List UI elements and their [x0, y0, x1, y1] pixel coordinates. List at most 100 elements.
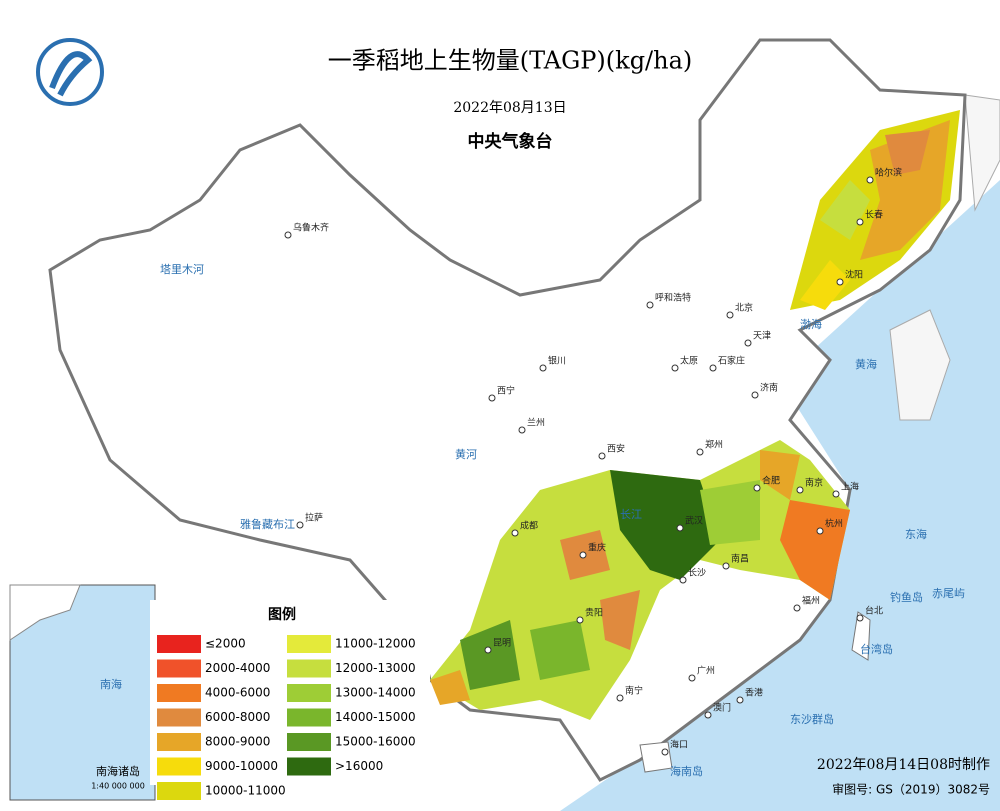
map-label: 渤海	[800, 317, 822, 331]
city-marker	[816, 527, 824, 535]
city-label: 武汉	[685, 515, 703, 527]
legend-label: 11000-12000	[335, 637, 416, 651]
legend-swatch	[287, 684, 331, 702]
legend-swatch	[287, 635, 331, 653]
city-marker	[856, 218, 864, 226]
map-label: 黄河	[455, 447, 477, 461]
city-label: 昆明	[493, 638, 511, 649]
city-label: 呼和浩特	[655, 292, 691, 304]
map-label: 雅鲁藏布江	[240, 517, 295, 531]
city-marker	[866, 176, 874, 184]
city-label: 太原	[680, 355, 698, 367]
city-marker	[484, 646, 492, 654]
city-marker	[793, 604, 801, 612]
city-marker	[488, 394, 496, 402]
map-label: 黄海	[855, 357, 877, 371]
map-label: 东沙群岛	[790, 712, 834, 726]
city-marker	[679, 576, 687, 584]
city-label: 沈阳	[845, 269, 863, 281]
legend-swatch	[287, 659, 331, 678]
city-marker	[671, 364, 679, 372]
city-label: 哈尔滨	[875, 167, 902, 179]
map-label: 赤尾屿	[932, 587, 965, 600]
city-marker	[646, 301, 654, 309]
legend-label: 4000-6000	[205, 686, 270, 700]
legend-swatch	[157, 782, 201, 800]
city-label: 贵阳	[585, 607, 603, 619]
city-marker	[616, 694, 624, 702]
city-label: 天津	[753, 331, 771, 342]
legend-label: 2000-4000	[205, 661, 270, 675]
legend-title: 图例	[268, 606, 296, 623]
city-label: 重庆	[588, 542, 606, 554]
city-label: 上海	[841, 481, 859, 493]
city-label: 香港	[745, 687, 763, 699]
legend-swatch	[287, 708, 331, 727]
city-label: 南宁	[625, 685, 643, 697]
city-label: 西安	[607, 443, 625, 455]
city-marker	[704, 711, 712, 719]
city-label: 西宁	[497, 385, 515, 397]
legend-label: 10000-11000	[205, 784, 286, 798]
city-label: 乌鲁木齐	[293, 222, 329, 234]
city-marker	[726, 311, 734, 319]
inset-scale: 1:40 000 000	[91, 782, 145, 791]
city-label: 福州	[802, 595, 820, 607]
logo	[36, 38, 104, 106]
taiwan	[851, 611, 871, 661]
city-label: 济南	[760, 382, 778, 394]
city-marker	[856, 614, 864, 622]
legend-swatch	[157, 684, 201, 702]
city-marker	[836, 278, 844, 286]
city-marker	[284, 231, 292, 239]
title: 一季稻地上生物量(TAGP)(kg/ha)	[328, 47, 693, 75]
approval: 审图号: GS（2019）3082号	[832, 782, 990, 797]
city-label: 郑州	[705, 439, 723, 451]
neighbor-land	[964, 94, 1000, 212]
inset-title: 南海诸岛	[96, 764, 140, 778]
legend-swatch	[287, 733, 331, 751]
city-label: 澳门	[713, 702, 731, 714]
rice-northeast	[790, 110, 960, 310]
city-label: 杭州	[825, 518, 843, 530]
city-label: 南京	[805, 477, 823, 489]
legend-swatch	[157, 757, 201, 776]
city-marker	[796, 486, 804, 494]
legend-label: 15000-16000	[335, 735, 416, 749]
legend-swatch	[157, 733, 201, 751]
map-label: 南海	[100, 677, 122, 691]
city-marker	[598, 452, 606, 460]
city-marker	[736, 696, 744, 704]
legend-label: 14000-15000	[335, 710, 416, 724]
city-marker	[696, 448, 704, 456]
city-label: 广州	[697, 665, 715, 677]
legend-swatch	[157, 635, 201, 653]
legend-label: 8000-9000	[205, 735, 270, 749]
legend-label: 6000-8000	[205, 710, 270, 724]
city-label: 北京	[735, 302, 753, 314]
city-marker	[676, 524, 684, 532]
city-marker	[661, 748, 669, 756]
city-marker	[579, 551, 587, 559]
city-marker	[722, 562, 730, 570]
city-marker	[744, 339, 752, 347]
hainan	[639, 741, 673, 773]
map-label: 海南岛	[670, 764, 703, 778]
date: 2022年08月13日	[453, 100, 566, 116]
city-label: 拉萨	[305, 512, 323, 524]
legend-label: ≤2000	[205, 637, 246, 651]
city-marker	[539, 364, 547, 372]
city-label: 海口	[670, 739, 688, 751]
city-marker	[751, 391, 759, 399]
legend-swatch	[287, 757, 331, 776]
legend-label: >16000	[335, 759, 383, 773]
map-label: 塔里木河	[160, 263, 204, 276]
city-label: 合肥	[762, 475, 780, 487]
city-label: 兰州	[527, 417, 545, 429]
map-label: 钓鱼岛	[890, 590, 923, 604]
city-label: 银川	[548, 355, 566, 367]
city-marker	[688, 674, 696, 682]
inset-land	[9, 584, 81, 641]
